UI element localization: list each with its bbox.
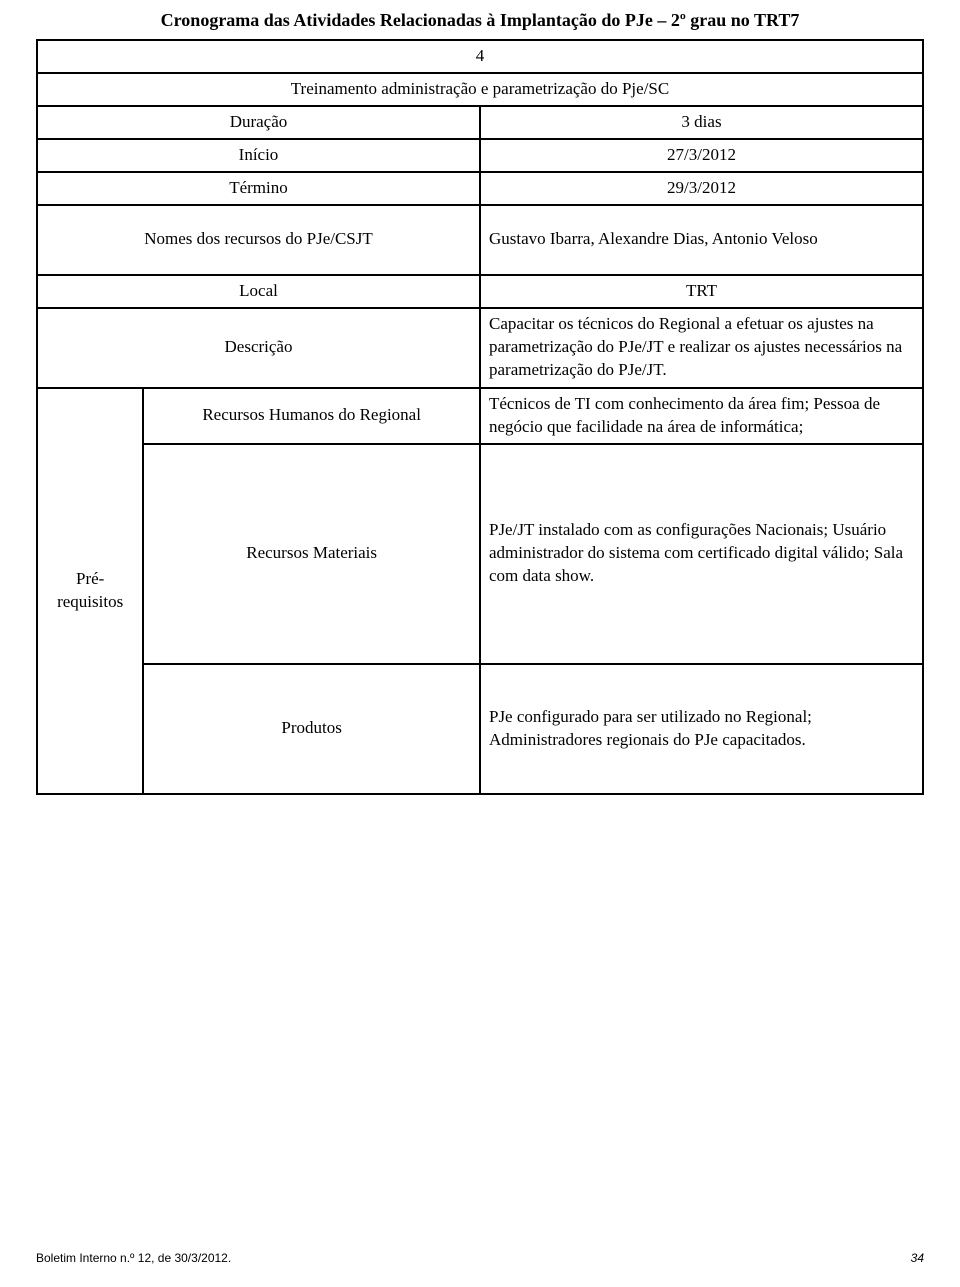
schedule-table: 4 Treinamento administração e parametriz… [36,39,924,795]
page-title: Cronograma das Atividades Relacionadas à… [36,10,924,31]
label-descricao: Descrição [37,308,480,388]
row-index: 4 [37,40,923,73]
footer-page-number: 34 [911,1251,924,1265]
value-rm: PJe/JT instalado com as configurações Na… [480,444,923,664]
value-local: TRT [480,275,923,308]
footer-left: Boletim Interno n.º 12, de 30/3/2012. [36,1251,231,1265]
label-termino: Término [37,172,480,205]
label-local: Local [37,275,480,308]
page-footer: Boletim Interno n.º 12, de 30/3/2012. 34 [36,1251,924,1265]
label-nomes: Nomes dos recursos do PJe/CSJT [37,205,480,275]
label-inicio: Início [37,139,480,172]
value-produtos: PJe configurado para ser utilizado no Re… [480,664,923,794]
value-termino: 29/3/2012 [480,172,923,205]
value-duracao: 3 dias [480,106,923,139]
label-rh: Recursos Humanos do Regional [143,388,480,444]
label-rm: Recursos Materiais [143,444,480,664]
value-descricao: Capacitar os técnicos do Regional a efet… [480,308,923,388]
value-nomes: Gustavo Ibarra, Alexandre Dias, Antonio … [480,205,923,275]
value-inicio: 27/3/2012 [480,139,923,172]
value-rh: Técnicos de TI com conhecimento da área … [480,388,923,444]
row-subtitle: Treinamento administração e parametrizaç… [37,73,923,106]
label-produtos: Produtos [143,664,480,794]
label-prereq: Pré-requisitos [37,388,143,794]
label-duracao: Duração [37,106,480,139]
